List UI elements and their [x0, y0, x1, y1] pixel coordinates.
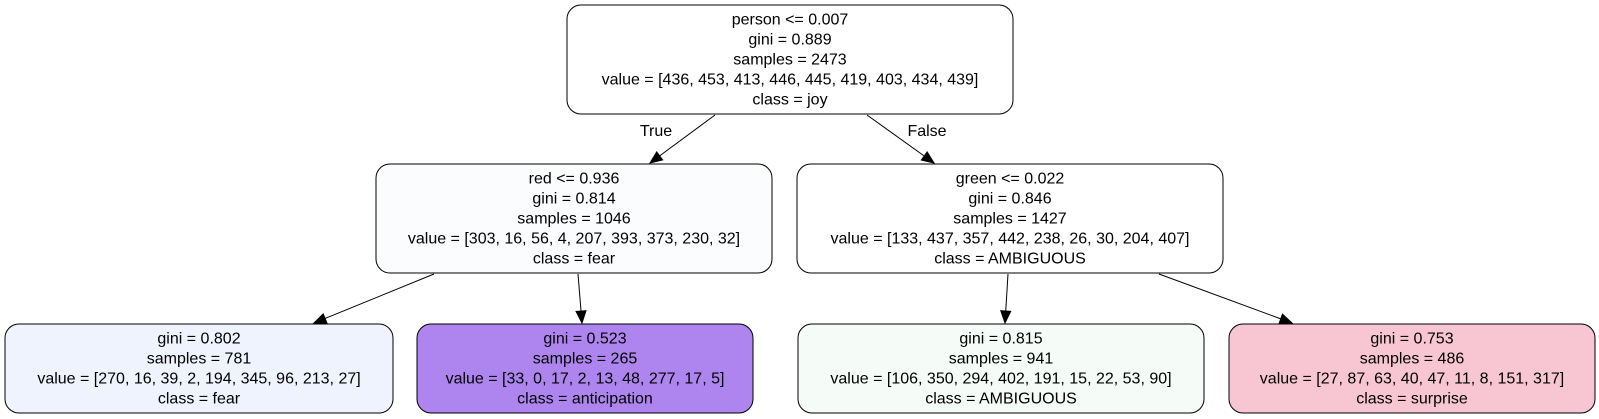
- class-value-counts: value = [436, 453, 413, 446, 445, 419, 4…: [602, 72, 979, 89]
- class-value-counts: value = [270, 16, 39, 2, 194, 345, 96, 2…: [37, 371, 360, 388]
- gini-value: gini = 0.523: [543, 331, 626, 348]
- edge-label-true: True: [640, 123, 672, 140]
- tree-node-left-left: gini = 0.802 samples = 781 value = [270, 1…: [4, 323, 394, 414]
- node-box: [797, 323, 1205, 414]
- class-value-counts: value = [33, 0, 17, 2, 13, 48, 277, 17, …: [446, 371, 725, 388]
- node-box: [566, 4, 1014, 115]
- arrowhead-icon: [1278, 313, 1294, 325]
- edge-root-to-right: False: [866, 114, 947, 164]
- gini-value: gini = 0.889: [748, 32, 831, 49]
- tree-node-right-right: gini = 0.753 samples = 486 value = [27, 87…: [1228, 323, 1596, 414]
- arrowhead-icon: [575, 310, 587, 325]
- edge-left-to-left-right: [575, 273, 587, 325]
- class-label: class = fear: [158, 391, 241, 408]
- edge-root-to-left: True: [640, 114, 716, 164]
- tree-node-right-left: gini = 0.815 samples = 941 value = [106, 3…: [797, 323, 1205, 414]
- split-condition: person <= 0.007: [732, 12, 849, 29]
- edge-right-to-right-left: [1000, 273, 1012, 325]
- class-value-counts: value = [27, 87, 63, 40, 47, 11, 8, 151,…: [1260, 371, 1564, 388]
- class-label: class = AMBIGUOUS: [925, 391, 1077, 408]
- class-value-counts: value = [106, 350, 294, 402, 191, 15, 22…: [830, 371, 1171, 388]
- edge-label-false: False: [907, 123, 946, 140]
- gini-value: gini = 0.753: [1370, 331, 1453, 348]
- arrowhead-icon: [312, 312, 328, 324]
- arrowhead-icon: [1000, 310, 1012, 325]
- edge-right-to-right-right: [1158, 273, 1294, 325]
- samples-count: samples = 486: [1360, 351, 1465, 368]
- node-box: [375, 163, 773, 274]
- nodes-layer: person <= 0.007 gini = 0.889 samples = 247…: [4, 4, 1596, 414]
- class-value-counts: value = [303, 16, 56, 4, 207, 393, 373, …: [408, 231, 740, 248]
- tree-node-left-right: gini = 0.523 samples = 265 value = [33, 0,…: [416, 323, 754, 414]
- node-box: [1228, 323, 1596, 414]
- edge-line: [577, 273, 582, 312]
- samples-count: samples = 941: [949, 351, 1054, 368]
- arrowhead-icon: [920, 151, 936, 164]
- class-label: class = AMBIGUOUS: [934, 251, 1086, 268]
- class-value-counts: value = [133, 437, 357, 442, 238, 26, 30…: [831, 231, 1190, 248]
- class-label: class = anticipation: [517, 391, 653, 408]
- edge-line: [1005, 273, 1009, 312]
- edge-line: [324, 273, 435, 319]
- node-box: [416, 323, 754, 414]
- samples-count: samples = 1046: [517, 211, 631, 228]
- class-label: class = fear: [533, 251, 616, 268]
- edges-layer: True False: [312, 114, 1294, 325]
- edge-left-to-left-left: [312, 273, 435, 324]
- samples-count: samples = 781: [147, 351, 252, 368]
- class-label: class = surprise: [1356, 391, 1468, 408]
- class-label: class = joy: [752, 92, 827, 109]
- gini-value: gini = 0.846: [968, 191, 1051, 208]
- gini-value: gini = 0.814: [532, 191, 615, 208]
- edge-line: [659, 114, 716, 157]
- gini-value: gini = 0.802: [157, 331, 240, 348]
- edge-line: [1158, 273, 1281, 320]
- tree-node-left: red <= 0.936 gini = 0.814 samples = 1046 va…: [375, 163, 773, 274]
- arrowhead-icon: [648, 150, 664, 164]
- split-condition: red <= 0.936: [529, 171, 620, 188]
- node-box: [4, 323, 394, 414]
- edge-line: [866, 114, 925, 157]
- samples-count: samples = 265: [533, 351, 638, 368]
- tree-node-root: person <= 0.007 gini = 0.889 samples = 247…: [566, 4, 1014, 115]
- samples-count: samples = 2473: [733, 52, 847, 69]
- samples-count: samples = 1427: [953, 211, 1067, 228]
- node-box: [796, 163, 1224, 274]
- gini-value: gini = 0.815: [959, 331, 1042, 348]
- tree-node-right: green <= 0.022 gini = 0.846 samples = 1427…: [796, 163, 1224, 274]
- split-condition: green <= 0.022: [956, 171, 1065, 188]
